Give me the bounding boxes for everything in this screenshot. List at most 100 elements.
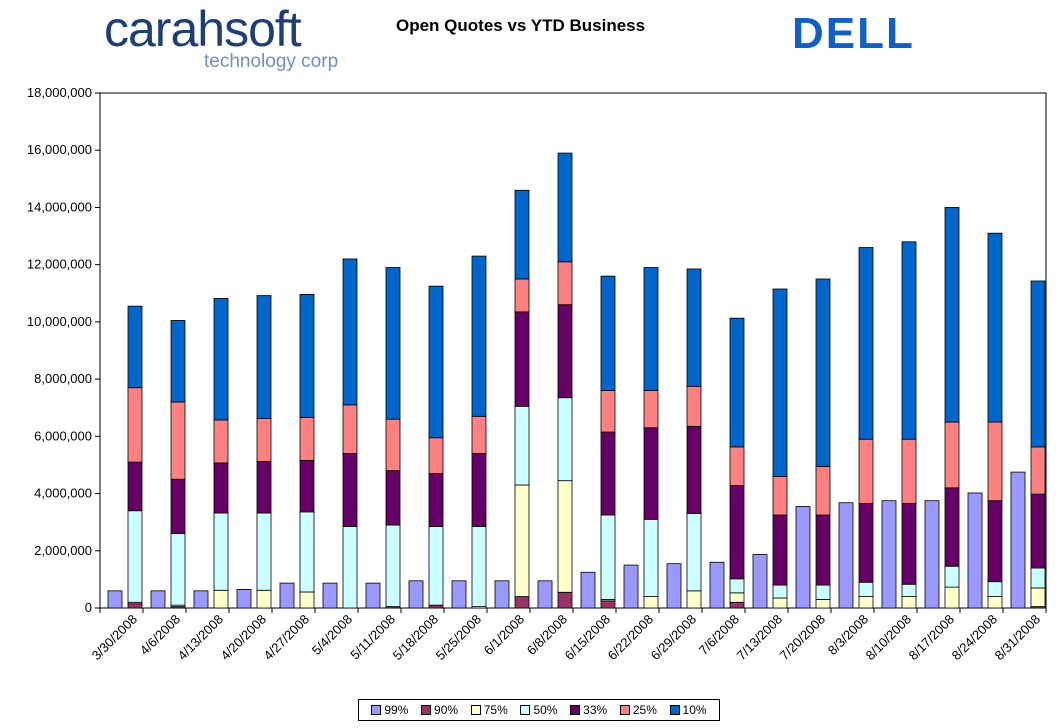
bar-99% bbox=[537, 580, 553, 609]
legend-label: 75% bbox=[483, 703, 508, 717]
y-tick-label: 4,000,000 bbox=[34, 486, 92, 501]
legend-label: 25% bbox=[632, 703, 657, 717]
bar-99% bbox=[193, 590, 209, 609]
bar-segment-75% bbox=[514, 484, 530, 597]
bar-99% bbox=[752, 554, 768, 609]
bar-segment-33% bbox=[299, 459, 315, 513]
x-tick-label: 8/31/2008 bbox=[992, 612, 1044, 664]
legend-swatch bbox=[669, 705, 680, 715]
bar-segment-10% bbox=[170, 320, 186, 403]
bar-segment-75% bbox=[256, 589, 272, 609]
bar-99% bbox=[666, 563, 682, 609]
bar-segment-10% bbox=[127, 305, 143, 389]
bar-segment-25% bbox=[213, 419, 229, 464]
bar-segment-25% bbox=[643, 390, 659, 429]
bar-segment-50% bbox=[471, 526, 487, 607]
y-tick-label: 0 bbox=[85, 600, 92, 615]
y-tick-label: 2,000,000 bbox=[34, 543, 92, 558]
bar-99% bbox=[451, 580, 467, 609]
bar-segment-33% bbox=[170, 478, 186, 535]
bar-segment-25% bbox=[170, 401, 186, 480]
bar-segment-33% bbox=[944, 487, 960, 567]
bar-segment-90% bbox=[729, 601, 745, 609]
bar-segment-25% bbox=[428, 437, 444, 474]
bar-segment-50% bbox=[729, 578, 745, 594]
bar-segment-25% bbox=[815, 465, 831, 516]
legend-item: 33% bbox=[570, 703, 607, 717]
x-tick-label: 7/13/2008 bbox=[734, 612, 786, 664]
x-tick-label: 4/27/2008 bbox=[261, 612, 313, 664]
legend-swatch bbox=[371, 705, 382, 715]
bar-segment-33% bbox=[342, 453, 358, 527]
y-tick-label: 6,000,000 bbox=[34, 428, 92, 443]
bar-segment-50% bbox=[686, 513, 702, 592]
bar-segment-25% bbox=[901, 438, 917, 504]
bar-99% bbox=[881, 500, 897, 609]
bar-segment-25% bbox=[858, 438, 874, 504]
bar-segment-50% bbox=[385, 524, 401, 607]
bar-segment-33% bbox=[127, 461, 143, 512]
bar-segment-50% bbox=[901, 583, 917, 597]
bar-segment-33% bbox=[686, 425, 702, 514]
bar-segment-10% bbox=[471, 255, 487, 417]
bar-segment-50% bbox=[514, 405, 530, 486]
legend-item: 10% bbox=[669, 703, 707, 717]
bar-segment-10% bbox=[299, 294, 315, 418]
bar-segment-25% bbox=[299, 417, 315, 461]
x-tick-label: 6/29/2008 bbox=[648, 612, 700, 664]
bar-segment-33% bbox=[901, 503, 917, 585]
bar-segment-33% bbox=[772, 514, 788, 586]
bar-segment-75% bbox=[729, 592, 745, 603]
x-tick-label: 6/1/2008 bbox=[481, 612, 527, 658]
bar-segment-50% bbox=[987, 581, 1003, 597]
bar-segment-10% bbox=[600, 275, 616, 391]
bar-99% bbox=[150, 590, 166, 609]
bar-99% bbox=[623, 564, 639, 609]
legend-label: 10% bbox=[682, 703, 707, 717]
bar-segment-75% bbox=[299, 591, 315, 609]
bar-segment-50% bbox=[815, 584, 831, 600]
bar-99% bbox=[494, 580, 510, 609]
bar-segment-10% bbox=[729, 317, 745, 448]
legend-label: 99% bbox=[384, 703, 409, 717]
x-tick-label: 8/10/2008 bbox=[863, 612, 915, 664]
bar-segment-50% bbox=[772, 584, 788, 599]
bar-segment-25% bbox=[514, 278, 530, 313]
bar-segment-10% bbox=[643, 267, 659, 391]
carahsoft-logo-brand: carahsoft bbox=[104, 1, 302, 57]
bar-segment-33% bbox=[858, 503, 874, 583]
legend-item: 50% bbox=[520, 703, 557, 717]
bar-segment-90% bbox=[514, 596, 530, 609]
y-tick-label: 16,000,000 bbox=[27, 142, 92, 157]
legend-swatch bbox=[470, 705, 481, 715]
bar-segment-25% bbox=[729, 446, 745, 486]
legend-item: 25% bbox=[619, 703, 657, 717]
bar-segment-33% bbox=[213, 462, 229, 514]
bar-segment-10% bbox=[256, 295, 272, 419]
bar-segment-50% bbox=[1030, 567, 1046, 589]
y-tick-label: 10,000,000 bbox=[27, 314, 92, 329]
legend-item: 90% bbox=[421, 703, 458, 717]
bar-99% bbox=[967, 492, 983, 609]
bar-99% bbox=[279, 582, 295, 609]
x-tick-label: 4/20/2008 bbox=[218, 612, 270, 664]
bar-99% bbox=[365, 582, 381, 609]
bar-segment-25% bbox=[772, 475, 788, 516]
bar-segment-75% bbox=[772, 597, 788, 609]
bar-99% bbox=[322, 582, 338, 609]
bar-segment-25% bbox=[600, 390, 616, 433]
bar-segment-25% bbox=[987, 421, 1003, 502]
bar-99% bbox=[838, 502, 854, 609]
bar-segment-25% bbox=[342, 404, 358, 454]
bar-segment-25% bbox=[944, 421, 960, 489]
bar-segment-75% bbox=[815, 599, 831, 609]
x-tick-label: 8/17/2008 bbox=[906, 612, 958, 664]
bar-segment-25% bbox=[385, 418, 401, 472]
bar-segment-25% bbox=[256, 418, 272, 462]
bar-99% bbox=[924, 500, 940, 609]
bar-segment-10% bbox=[858, 247, 874, 440]
legend-swatch bbox=[520, 705, 531, 715]
bar-segment-10% bbox=[987, 232, 1003, 423]
bar-segment-10% bbox=[428, 285, 444, 439]
